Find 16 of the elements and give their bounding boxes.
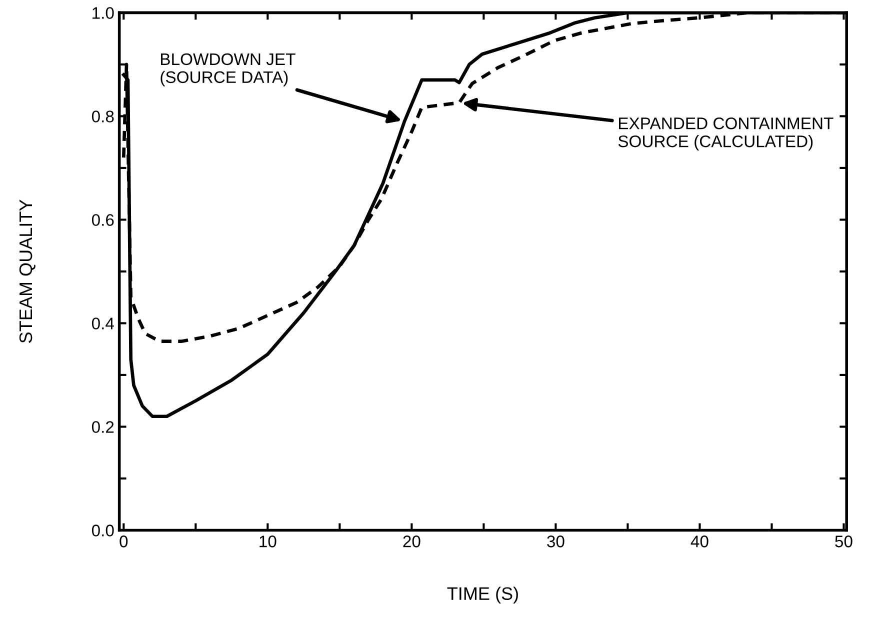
y-tick-label: 1.0 [92,7,114,19]
y-tick-label: 0.2 [92,421,114,433]
x-tick-label: 40 [690,536,708,548]
annotation: EXPANDED CONTAINMENT SOURCE (CALCULATED) [618,117,834,151]
x-tick-label: 10 [260,536,276,548]
y-tick-label: 0.6 [92,214,114,226]
x-tick-label: 30 [547,536,564,548]
y-tick-label: 0.8 [92,110,114,122]
y-axis-title: STEAM QUALITY [19,200,36,343]
x-axis-title: TIME (S) [447,586,518,604]
y-tick-label: 0.0 [92,524,114,536]
annotation: BLOWDOWN JET (SOURCE DATA) [160,53,296,86]
x-tick-label: 0 [120,536,128,548]
x-tick-label: 20 [403,536,420,548]
x-tick-label: 50 [835,536,852,548]
y-tick-label: 0.4 [92,318,114,330]
